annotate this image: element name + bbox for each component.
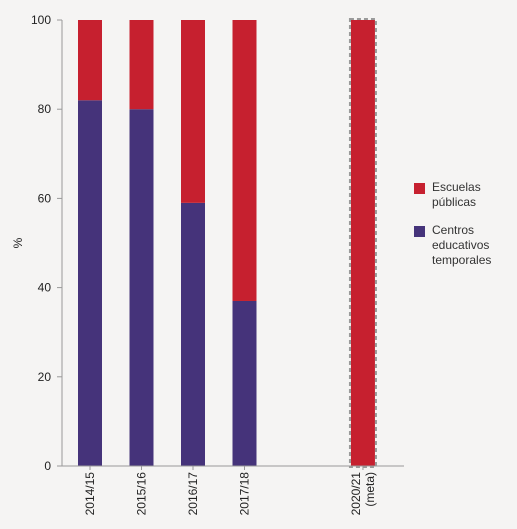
x-tick-label-2017-18: 2017/18	[238, 472, 252, 516]
legend-swatch-escuelas-publicas	[414, 183, 425, 194]
bar-escuelas-públicas-2020-21-meta	[350, 20, 375, 466]
x-tick-label-2020-21-meta: 2020/21(meta)	[349, 472, 377, 516]
bar-escuelas-públicas-2015-16	[129, 20, 154, 110]
x-tick-label-line: 2020/21	[349, 472, 363, 516]
bar-group-2014-15	[78, 20, 102, 466]
bar-group-2017-18	[232, 20, 257, 466]
x-tick-label-line: (meta)	[363, 472, 377, 507]
y-tick-label: 40	[38, 281, 52, 295]
y-tick-label: 60	[38, 191, 52, 205]
y-tick-label: 80	[38, 102, 52, 116]
bar-centros-educativos-temporales-2015-16	[129, 109, 154, 466]
legend-item-escuelas-publicas: Escuelas públicas	[414, 180, 514, 210]
x-tick-label-line: 2014/15	[83, 472, 97, 516]
y-tick-label: 100	[31, 13, 51, 27]
legend-item-centros-educativos-temporales: Centros educativos temporales	[414, 223, 514, 268]
legend-label-escuelas-publicas: Escuelas públicas	[432, 180, 481, 209]
legend: Escuelas públicas Centros educativos tem…	[414, 180, 514, 281]
y-tick-label: 20	[38, 370, 52, 384]
x-tick-label-2014-15: 2014/15	[83, 472, 97, 516]
bar-centros-educativos-temporales-2014-15	[78, 100, 102, 466]
y-axis-title: %	[11, 237, 25, 248]
bar-centros-educativos-temporales-2016-17	[181, 202, 205, 467]
bar-escuelas-públicas-2016-17	[181, 20, 205, 203]
x-tick-label-line: 2017/18	[238, 472, 252, 516]
x-axis: 2014/15 2015/16 2016/17 2017/18 2020/21(meta…	[62, 465, 404, 516]
x-tick-label-line: 2016/17	[186, 472, 200, 516]
y-axis: 0 20 40 60 80 100	[31, 13, 63, 473]
x-tick-label-line: 2015/16	[135, 472, 149, 516]
y-tick-label: 0	[44, 459, 51, 473]
legend-swatch-centros-educativos-temporales	[414, 226, 425, 237]
legend-label-centros-educativos-temporales: Centros educativos temporales	[432, 223, 492, 267]
x-tick-label-2015-16: 2015/16	[135, 472, 149, 516]
x-tick-label-2016-17: 2016/17	[186, 472, 200, 516]
bars	[78, 18, 377, 468]
bar-escuelas-públicas-2014-15	[78, 20, 102, 101]
bar-centros-educativos-temporales-2017-18	[232, 300, 257, 466]
bar-group-2020-21-meta	[348, 18, 377, 468]
bar-group-2015-16	[129, 20, 154, 466]
bar-escuelas-públicas-2017-18	[232, 20, 257, 301]
bar-group-2016-17	[181, 20, 205, 467]
